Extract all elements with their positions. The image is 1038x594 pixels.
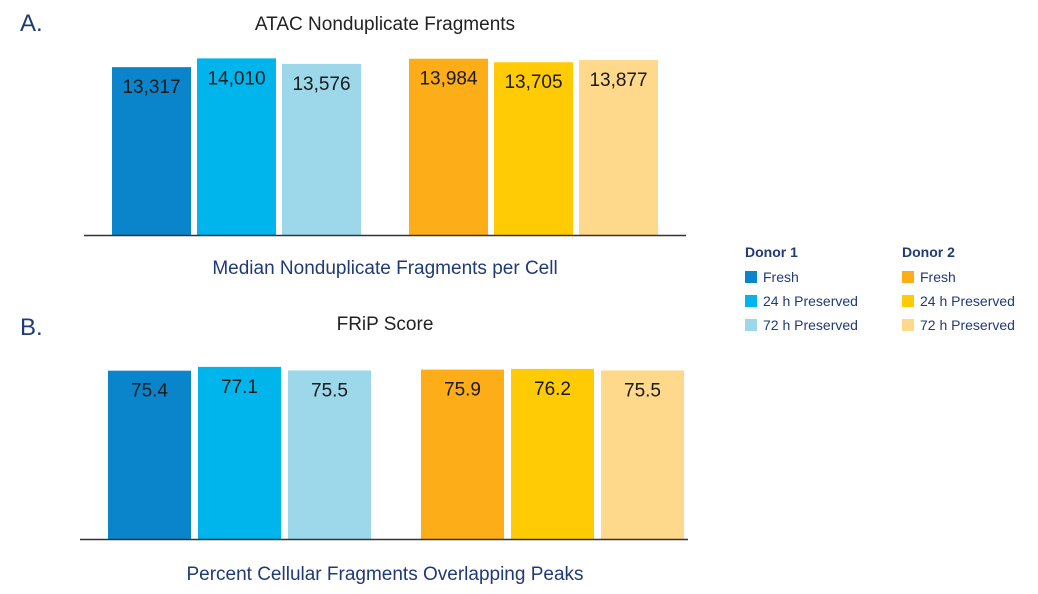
legend-swatch [745,271,757,283]
bar [112,67,191,236]
legend-title: Donor 1 [745,244,798,260]
chart-b-xlabel: Percent Cellular Fragments Overlapping P… [186,564,584,585]
legend-item: Fresh [745,265,858,289]
chart-b: 75.4 77.1 75.5 75.9 76.2 75.5 [80,366,688,541]
legend: Donor 1 Fresh 24 h Preserved 72 h Preser… [745,244,1038,344]
bar [494,62,573,235]
bar [409,58,488,236]
legend-item: 72 h Preserved [902,313,1015,337]
data-label: 13,984 [419,69,478,90]
bar [282,63,361,235]
legend-group-donor-2: Donor 2 Fresh 24 h Preserved 72 h Preser… [902,244,1015,337]
chart-a-title: ATAC Nonduplicate Fragments [254,14,516,35]
legend-label: 72 h Preserved [920,317,1015,333]
bar [511,368,594,539]
data-label: 77.1 [221,377,258,398]
data-label: 75.5 [624,380,661,401]
bar [198,366,281,539]
legend-label: Fresh [763,269,799,285]
legend-item: 72 h Preserved [745,313,858,337]
data-label: 13,576 [292,74,350,95]
bar [601,370,684,539]
legend-item: 24 h Preserved [745,289,858,313]
legend-swatch [902,295,914,307]
legend-title: Donor 2 [902,244,955,260]
bar [197,58,276,236]
panel-a-label: A. [20,10,43,37]
legend-label: Fresh [920,269,956,285]
chart-b-title: FRiP Score [336,314,434,335]
legend-label: 24 h Preserved [763,293,858,309]
legend-swatch [745,319,757,331]
legend-label: 24 h Preserved [920,293,1015,309]
bar [579,60,658,235]
data-label: 13,705 [504,72,562,93]
chart-a-xlabel: Median Nonduplicate Fragments per Cell [212,258,558,279]
legend-swatch [902,319,914,331]
data-label: 14,010 [207,68,265,89]
data-label: 13,317 [122,77,180,98]
bar [108,370,191,539]
bar [421,369,504,539]
data-label: 75.5 [311,380,348,401]
legend-swatch [745,295,757,307]
legend-group-donor-1: Donor 1 Fresh 24 h Preserved 72 h Preser… [745,244,858,337]
data-label: 76.2 [534,379,571,400]
legend-item: 24 h Preserved [902,289,1015,313]
data-label: 13,877 [589,70,647,91]
legend-item: Fresh [902,265,1015,289]
legend-label: 72 h Preserved [763,317,858,333]
data-label: 75.9 [444,380,481,401]
bar [288,370,371,539]
panel-b-label: B. [20,314,43,341]
data-label: 75.4 [131,381,168,402]
chart-a: 13,317 14,010 13,576 13,984 13,705 13,877 [84,58,686,237]
legend-swatch [902,271,914,283]
